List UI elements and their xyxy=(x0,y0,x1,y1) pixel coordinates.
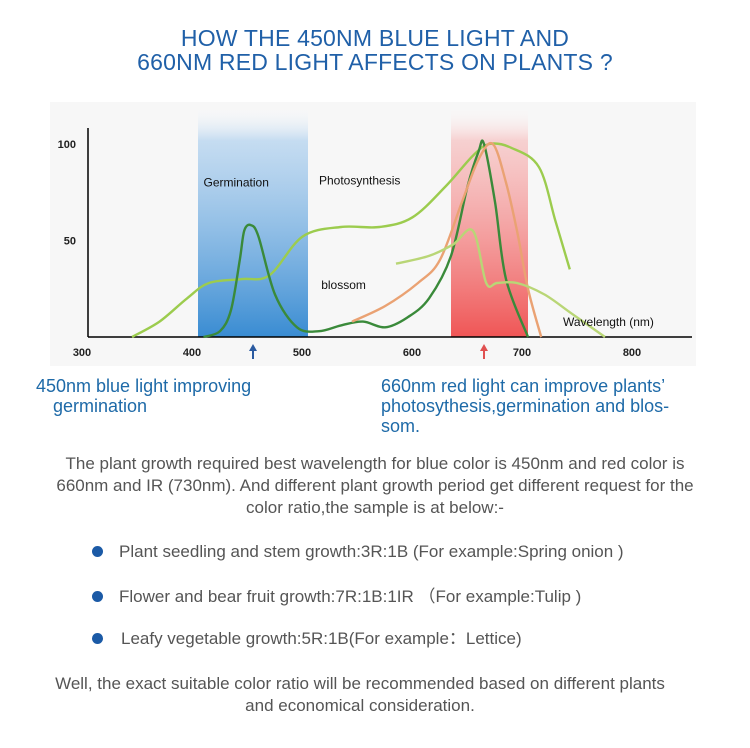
red-caption-line-1: 660nm red light can improve plants’ xyxy=(381,376,666,396)
x-tick-label: 500 xyxy=(293,347,311,359)
list-item: Flower and bear fruit growth:7R:1B:1IR （… xyxy=(119,587,582,606)
intro-paragraph: The plant growth required best wavelengt… xyxy=(56,454,694,517)
title-line-2: 660NM RED LIGHT AFFECTS ON PLANTS ? xyxy=(137,49,613,75)
x-tick-label: 300 xyxy=(73,347,91,359)
red-caption-line-2: photosythesis,germination and blos- xyxy=(381,396,670,416)
page-title: HOW THE 450NM BLUE LIGHT AND 660NM RED L… xyxy=(0,26,750,74)
bullet-dot-icon xyxy=(92,591,103,602)
annotation-label: Germination xyxy=(204,175,269,189)
x-axis-label: Wavelength (nm) xyxy=(563,315,654,329)
series-line-1 xyxy=(131,142,571,339)
x-tick-label: 600 xyxy=(403,347,421,359)
closing-paragraph: Well, the exact suitable color ratio wil… xyxy=(55,674,665,715)
red-light-caption: 660nm red light can improve plants’ phot… xyxy=(381,376,669,436)
title-line-1: HOW THE 450NM BLUE LIGHT AND xyxy=(180,25,570,51)
blue-light-band xyxy=(198,106,308,337)
blue-arrow-icon xyxy=(249,344,257,359)
x-tick-label: 700 xyxy=(513,347,531,359)
y-tick-label: 50 xyxy=(64,236,76,248)
blue-caption-line-1: 450nm blue light improving xyxy=(36,376,252,396)
series-line-3 xyxy=(351,141,543,338)
x-tick-label: 800 xyxy=(623,347,641,359)
bullet-dot-icon xyxy=(92,633,103,644)
red-caption-line-3: som. xyxy=(381,416,421,436)
annotation-label: Photosynthesis xyxy=(319,174,400,188)
annotation-label: blossom xyxy=(321,278,366,292)
blue-caption-line-2: germination xyxy=(53,396,148,416)
blue-light-caption: 450nm blue light improving germination xyxy=(36,376,251,416)
red-arrow-icon xyxy=(480,344,488,359)
series-line-4 xyxy=(395,228,606,338)
bullet-dot-icon xyxy=(92,546,103,557)
y-tick-label: 100 xyxy=(58,139,76,151)
list-item: Plant seedling and stem growth:3R:1B (Fo… xyxy=(119,542,624,561)
red-light-band xyxy=(451,106,528,337)
series-line-2 xyxy=(203,139,530,339)
list-item: Leafy vegetable growth:5R:1B(For example… xyxy=(121,629,522,648)
x-tick-label: 400 xyxy=(183,347,201,359)
spectrum-chart: 300 400 500 600 700 800 50 100 Germination Photo… xyxy=(50,102,696,366)
